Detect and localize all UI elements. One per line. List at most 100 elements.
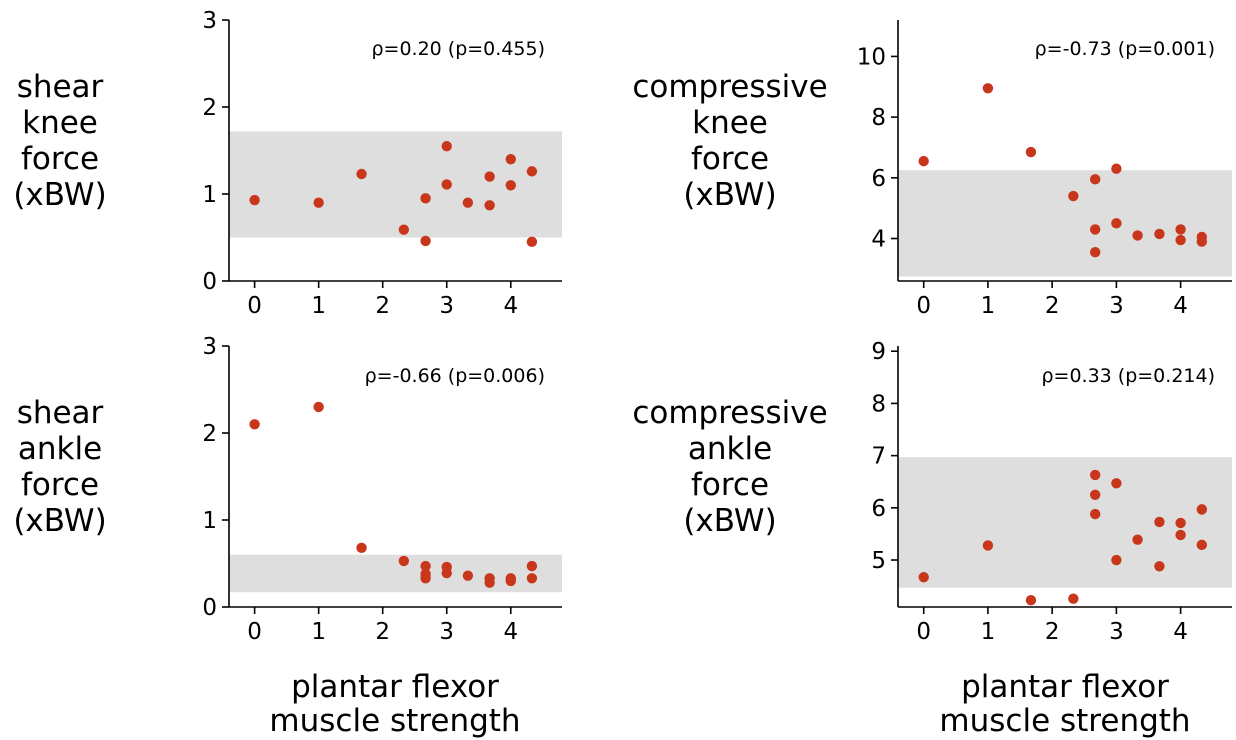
x-axis-label-line: plantar flexor	[291, 669, 499, 705]
x-tick-label: 0	[247, 293, 262, 319]
x-tick-label: 3	[439, 293, 454, 319]
y-axis-label-line: (xBW)	[683, 177, 776, 213]
y-axis-label-line: shear	[17, 395, 104, 431]
correlation-annotation: ρ=-0.66 (p=0.006)	[365, 365, 545, 387]
data-point	[1175, 517, 1186, 529]
x-axis-label-line: muscle strength	[269, 703, 520, 739]
data-point	[526, 560, 538, 572]
x-tick-label: 2	[375, 619, 390, 645]
data-point	[484, 577, 495, 588]
y-axis-label-line: ankle	[18, 431, 102, 467]
correlation-annotation: ρ=0.33 (p=0.214)	[1041, 365, 1215, 387]
y-axis-label-line: force	[21, 141, 99, 177]
x-tick-label: 1	[981, 619, 996, 645]
data-point	[420, 193, 431, 204]
data-point	[1111, 218, 1122, 229]
data-point	[982, 540, 994, 551]
data-point	[1111, 478, 1122, 489]
data-point	[1089, 508, 1101, 520]
y-axis-label-line: (xBW)	[13, 503, 106, 539]
data-point	[982, 83, 994, 94]
y-tick-label: 8	[871, 105, 886, 131]
data-point	[505, 154, 516, 165]
data-point	[1132, 230, 1143, 241]
data-point	[441, 140, 452, 152]
y-tick-label: 6	[871, 166, 886, 192]
data-point	[420, 573, 431, 584]
data-point	[1089, 489, 1101, 500]
reference-band	[229, 554, 562, 593]
y-tick-label: 3	[202, 8, 217, 34]
data-point	[1068, 593, 1079, 604]
data-point	[1175, 224, 1186, 235]
data-point	[1154, 516, 1165, 528]
x-tick-label: 3	[1109, 619, 1124, 645]
y-axis-label: compressive ankle force (xBW)	[632, 395, 827, 539]
x-axis-label-line: plantar flexor	[961, 669, 1169, 705]
data-point	[918, 572, 929, 583]
y-axis-label-line: (xBW)	[683, 503, 776, 539]
correlation-annotation: ρ=-0.73 (p=0.001)	[1035, 38, 1215, 60]
panel-3: 0 1 2 3 4 0 1 2 3 ρ=-0.66 (p=0.006) shear ankle forc…	[13, 334, 562, 645]
x-tick-label: 4	[503, 619, 518, 645]
y-tick-label: 7	[871, 444, 886, 470]
x-tick-label: 3	[1109, 293, 1124, 319]
data-point	[356, 168, 367, 180]
data-point	[1025, 595, 1037, 606]
data-point	[420, 235, 431, 247]
data-point	[1089, 174, 1101, 185]
data-point	[1196, 539, 1208, 551]
data-point	[484, 171, 495, 182]
y-axis-label-line: knee	[692, 105, 768, 141]
data-point	[505, 180, 516, 191]
x-tick-label: 0	[916, 619, 931, 645]
data-point	[441, 567, 452, 579]
data-point	[420, 560, 431, 572]
data-point	[249, 194, 260, 206]
y-axis-label-line: compressive	[632, 69, 827, 105]
data-point	[526, 236, 538, 248]
x-tick-label: 1	[981, 293, 996, 319]
x-tick-label: 4	[1173, 619, 1188, 645]
data-point	[313, 197, 324, 208]
y-axis-label: shear knee force (xBW)	[13, 69, 106, 213]
x-tick-label: 2	[1045, 293, 1060, 319]
data-point	[462, 197, 474, 208]
y-tick-label: 9	[871, 339, 886, 365]
data-point	[1154, 561, 1165, 572]
y-axis-label-line: force	[691, 467, 769, 503]
x-tick-label: 0	[247, 619, 262, 645]
x-tick-label: 2	[375, 293, 390, 319]
y-axis-label-line: ankle	[688, 431, 772, 467]
data-point	[1089, 224, 1101, 235]
y-axis-label-line: force	[21, 467, 99, 503]
x-axis-label-1: plantar flexor muscle strength	[269, 669, 520, 739]
y-axis-label-line: (xBW)	[13, 177, 106, 213]
y-tick-label: 4	[871, 227, 886, 253]
x-axis-label-line: muscle strength	[939, 703, 1190, 739]
data-point	[356, 542, 367, 554]
data-point	[441, 179, 452, 190]
y-axis-label-line: shear	[17, 69, 104, 105]
y-axis-label-line: force	[691, 141, 769, 177]
y-tick-label: 0	[202, 595, 217, 621]
data-point	[505, 575, 516, 587]
data-point	[526, 166, 538, 177]
x-tick-label: 1	[311, 619, 326, 645]
y-axis-label-line: compressive	[632, 395, 827, 431]
reference-band	[898, 170, 1232, 277]
panel-1: 0 1 2 3 4 0 1 2 3 ρ=0.20 (p=0.455) shear knee force(…	[13, 8, 562, 319]
data-point	[398, 224, 410, 235]
x-axis-label-2: plantar flexor muscle strength	[939, 669, 1190, 739]
y-axis-label-line: knee	[22, 105, 98, 141]
data-point	[1196, 504, 1208, 515]
data-point	[313, 401, 324, 413]
y-axis-label: compressive knee force (xBW)	[632, 69, 827, 213]
data-point	[249, 419, 260, 430]
data-point	[1196, 236, 1208, 247]
data-point	[1175, 234, 1186, 246]
correlation-annotation: ρ=0.20 (p=0.455)	[371, 38, 545, 60]
panel-2: 0 1 2 3 4 4 6 8 10 ρ=-0.73 (p=0.001) compressive kn…	[632, 20, 1232, 319]
data-point	[462, 570, 474, 581]
